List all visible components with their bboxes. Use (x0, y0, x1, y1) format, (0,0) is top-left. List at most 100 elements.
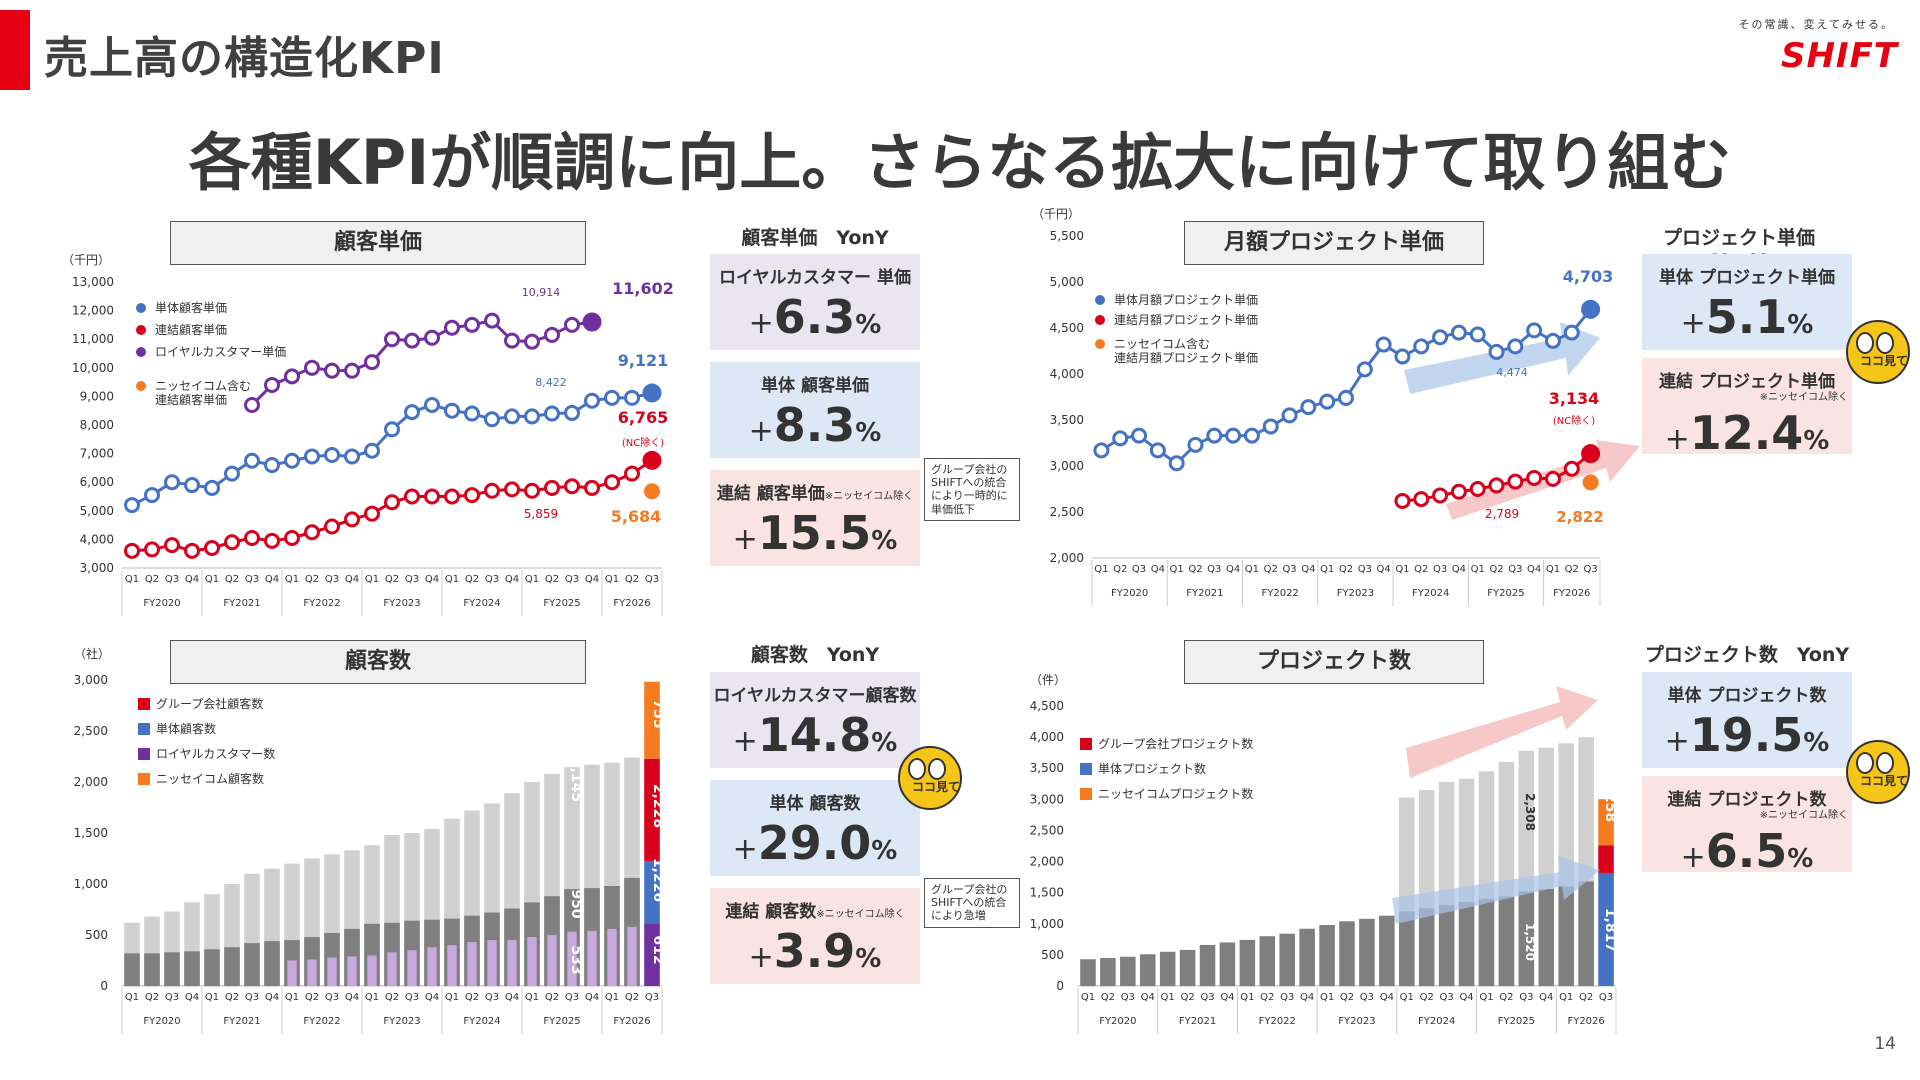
chart-project-price-point (1319, 393, 1336, 410)
chart-project-price-point (1149, 442, 1166, 459)
chart-project-price-point (1563, 324, 1580, 341)
chart-customer-count-fy-tick: FY2025 (543, 1016, 580, 1027)
chart-project-price-quarter-tick: Q1 (1094, 564, 1108, 575)
chart-project-price-quarter-tick: Q2 (1188, 564, 1202, 575)
chart-customer-count-bar-single (244, 943, 260, 986)
mascot-text: ココ見て (912, 780, 961, 794)
chart-customer-count-bar-royal (607, 928, 617, 986)
chart-project-price-point (1338, 389, 1354, 406)
kpi-number: 6.5 (1705, 824, 1788, 878)
chart-customer-price-point (184, 542, 200, 559)
chart-project-price-point (1168, 455, 1185, 472)
kpi-label-text: 連結 顧客数 (725, 902, 817, 922)
chart-customer-count-legend-label: 単体顧客数 (156, 721, 216, 736)
chart-project-count-bar-segment (1598, 799, 1614, 846)
kpi-value: +12.4% (1642, 406, 1852, 460)
chart-customer-price-y-tick: 12,000 (72, 304, 114, 318)
chart-customer-price-point (144, 487, 160, 504)
chart-project-price-y-tick: 2,000 (1050, 551, 1084, 565)
chart-customer-count-quarter-tick: Q4 (425, 992, 439, 1003)
chart-customer-count-legend-marker (138, 723, 150, 735)
chart-project-count-y-tick: 0 (1056, 979, 1064, 993)
chart-customer-price-legend-marker (136, 325, 146, 335)
chart-project-count-bar-single (1139, 954, 1156, 986)
chart-project-price-point (1469, 481, 1486, 497)
chart-project-price-point (1394, 492, 1411, 509)
chart-project-count-legend-label: 単体プロジェクト数 (1098, 761, 1206, 776)
chart-customer-count-bar-royal (347, 956, 357, 986)
chart-customer-price-quarter-tick: Q4 (185, 574, 199, 585)
chart-customer-price-fy-tick: FY2024 (463, 598, 500, 609)
chart-customer-price-point (364, 442, 380, 459)
chart-project-price-series-line (1100, 308, 1592, 466)
kpi-label: 単体 プロジェクト数 (1667, 686, 1827, 706)
mascot-text: ココ見て (1860, 354, 1909, 368)
chart-project-price-quarter-tick: Q1 (1170, 564, 1184, 575)
chart-customer-count-quarter-tick: Q3 (245, 992, 259, 1003)
kpi-label: 単体 顧客単価 (761, 376, 869, 396)
kpi-value: +15.5% (710, 506, 920, 560)
kpi-label: 連結 プロジェクト数 (1667, 790, 1827, 810)
chart-project-price-legend-label: 単体月額プロジェクト単価 (1114, 293, 1258, 307)
chart-customer-count-bar-royal (587, 930, 597, 986)
chart-project-count-quarter-tick: Q4 (1220, 992, 1234, 1003)
kpi-sign: + (1664, 724, 1690, 759)
chart-customer-price-point (624, 389, 640, 406)
chart-customer-count-bar-single (144, 953, 160, 986)
kpi-label-note: ※ニッセイコム除く (816, 909, 905, 920)
chart-customer-count-bar-single (124, 953, 140, 986)
kpi-sign: + (748, 306, 774, 341)
kpi-sign: + (1680, 840, 1706, 875)
chart-project-price-quarter-tick: Q2 (1113, 564, 1127, 575)
kpi-unit: % (1787, 844, 1814, 874)
chart-customer-price-point (304, 359, 320, 376)
chart-customer-price-y-tick: 13,000 (72, 275, 114, 289)
chart-project-count-bar-single (1478, 898, 1495, 986)
trend-arrow-blue (1404, 322, 1600, 394)
kpi-number: 3.9 (773, 924, 856, 978)
chart-customer-price-point (124, 542, 140, 559)
chart-customer-count-fy-tick: FY2022 (303, 1016, 340, 1027)
chart-customer-price-y-tick: 5,000 (80, 504, 114, 518)
chart-customer-price-point (524, 408, 540, 425)
chart-customer-price-point (604, 474, 620, 491)
mascot-eye (1876, 752, 1894, 774)
chart-project-price-quarter-tick: Q1 (1546, 564, 1560, 575)
chart-project-count-bar-single (1159, 951, 1176, 986)
mascot-eye (1856, 752, 1874, 774)
chart-project-price-point (1413, 491, 1430, 508)
chart-customer-price-point (344, 448, 360, 465)
mascot-icon: ココ見て (1846, 740, 1910, 804)
chart-project-count-bar-single (1179, 949, 1196, 986)
chart-customer-price-point (564, 316, 580, 333)
kpi-label-text: 連結 顧客単価 (716, 484, 825, 504)
chart-project-price-quarter-tick: Q1 (1245, 564, 1259, 575)
chart-project-count-unit: （件） (1030, 673, 1066, 687)
chart-project-price-point (1112, 430, 1129, 447)
chart-customer-price-point (424, 329, 440, 346)
callout-customer-count: グループ会社のSHIFTへの統合により急増 (924, 878, 1020, 928)
chart-customer-count-quarter-tick: Q1 (285, 992, 299, 1003)
chart-project-count-quarter-tick: Q4 (1539, 992, 1553, 1003)
chart-customer-price-y-tick: 9,000 (80, 389, 114, 403)
chart-customer-price-quarter-tick: Q3 (325, 574, 339, 585)
chart-project-price-y-tick: 3,500 (1050, 413, 1084, 427)
chart-project-count-quarter-tick: Q2 (1340, 992, 1354, 1003)
chart-customer-price-point (384, 494, 400, 511)
kpi-note: ※ニッセイコム除く (1759, 392, 1848, 403)
chart-project-count-bar-segment (1598, 872, 1614, 986)
chart-project-price-point (1093, 442, 1110, 459)
kpi-unit: % (1803, 426, 1830, 456)
chart-customer-count-bar-royal (447, 945, 457, 986)
chart-project-count-quarter-tick: Q1 (1559, 992, 1573, 1003)
chart-customer-count-quarter-tick: Q1 (525, 992, 539, 1003)
chart-customer-price-point (444, 488, 460, 505)
chart-project-price-quarter-tick: Q3 (1508, 564, 1522, 575)
chart-customer-price-point (584, 479, 600, 496)
chart-project-count-quarter-tick: Q1 (1240, 992, 1254, 1003)
chart-customer-count-quarter-tick: Q4 (505, 992, 519, 1003)
chart-project-count-quarter-tick: Q4 (1459, 992, 1473, 1003)
chart-project-price-point (1375, 336, 1392, 353)
chart-project-count-bar-single (1120, 956, 1136, 986)
chart-project-price-point (1488, 343, 1505, 360)
